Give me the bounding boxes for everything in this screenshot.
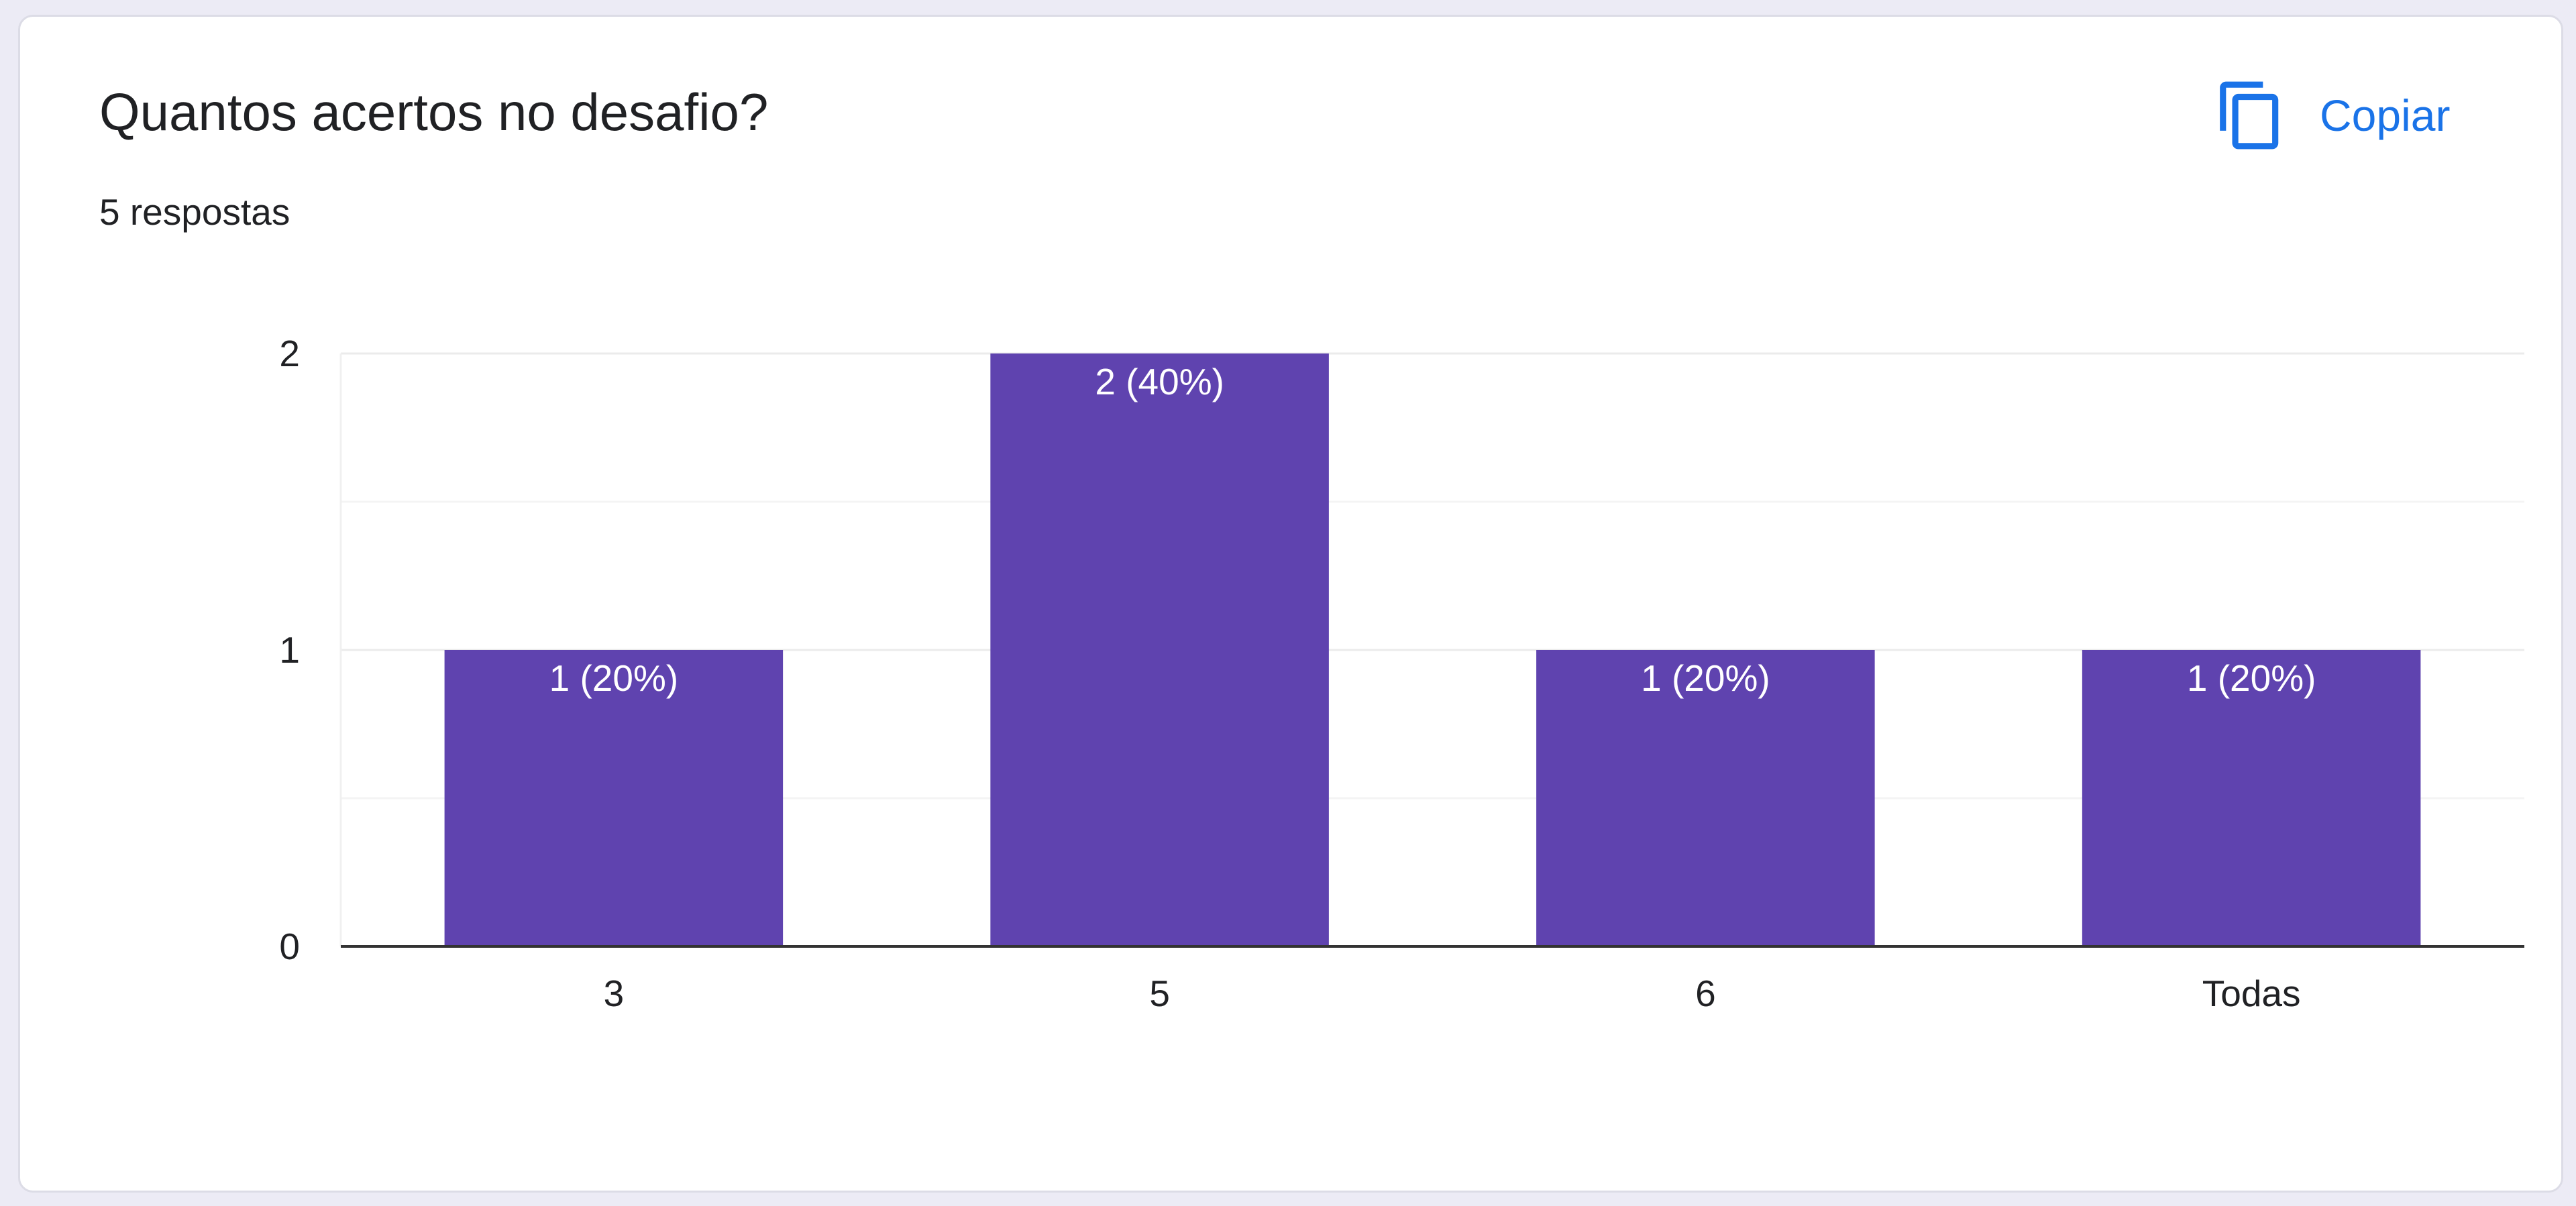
bar: [2082, 650, 2421, 946]
y-tick-label: 2: [279, 333, 300, 374]
bar-data-label: 1 (20%): [549, 657, 679, 699]
question-title: Quantos acertos no desafio?: [99, 83, 769, 142]
copy-icon: [2220, 81, 2279, 150]
x-tick-label: 6: [1695, 973, 1716, 1014]
x-tick-label: Todas: [2202, 973, 2301, 1014]
bar-data-label: 1 (20%): [1641, 657, 1770, 699]
response-count: 5 respostas: [99, 191, 290, 233]
bar: [1536, 650, 1875, 946]
bar: [444, 650, 784, 946]
copy-button-label: Copiar: [2320, 91, 2451, 140]
y-tick-label: 1: [279, 629, 300, 671]
x-tick-label: 3: [604, 973, 625, 1014]
bar-data-label: 1 (20%): [2187, 657, 2316, 699]
x-tick-label: 5: [1149, 973, 1170, 1014]
bar: [990, 353, 1329, 946]
bar-data-label: 2 (40%): [1095, 361, 1224, 402]
y-tick-label: 0: [279, 926, 300, 967]
copy-button[interactable]: Copiar: [2214, 75, 2450, 156]
